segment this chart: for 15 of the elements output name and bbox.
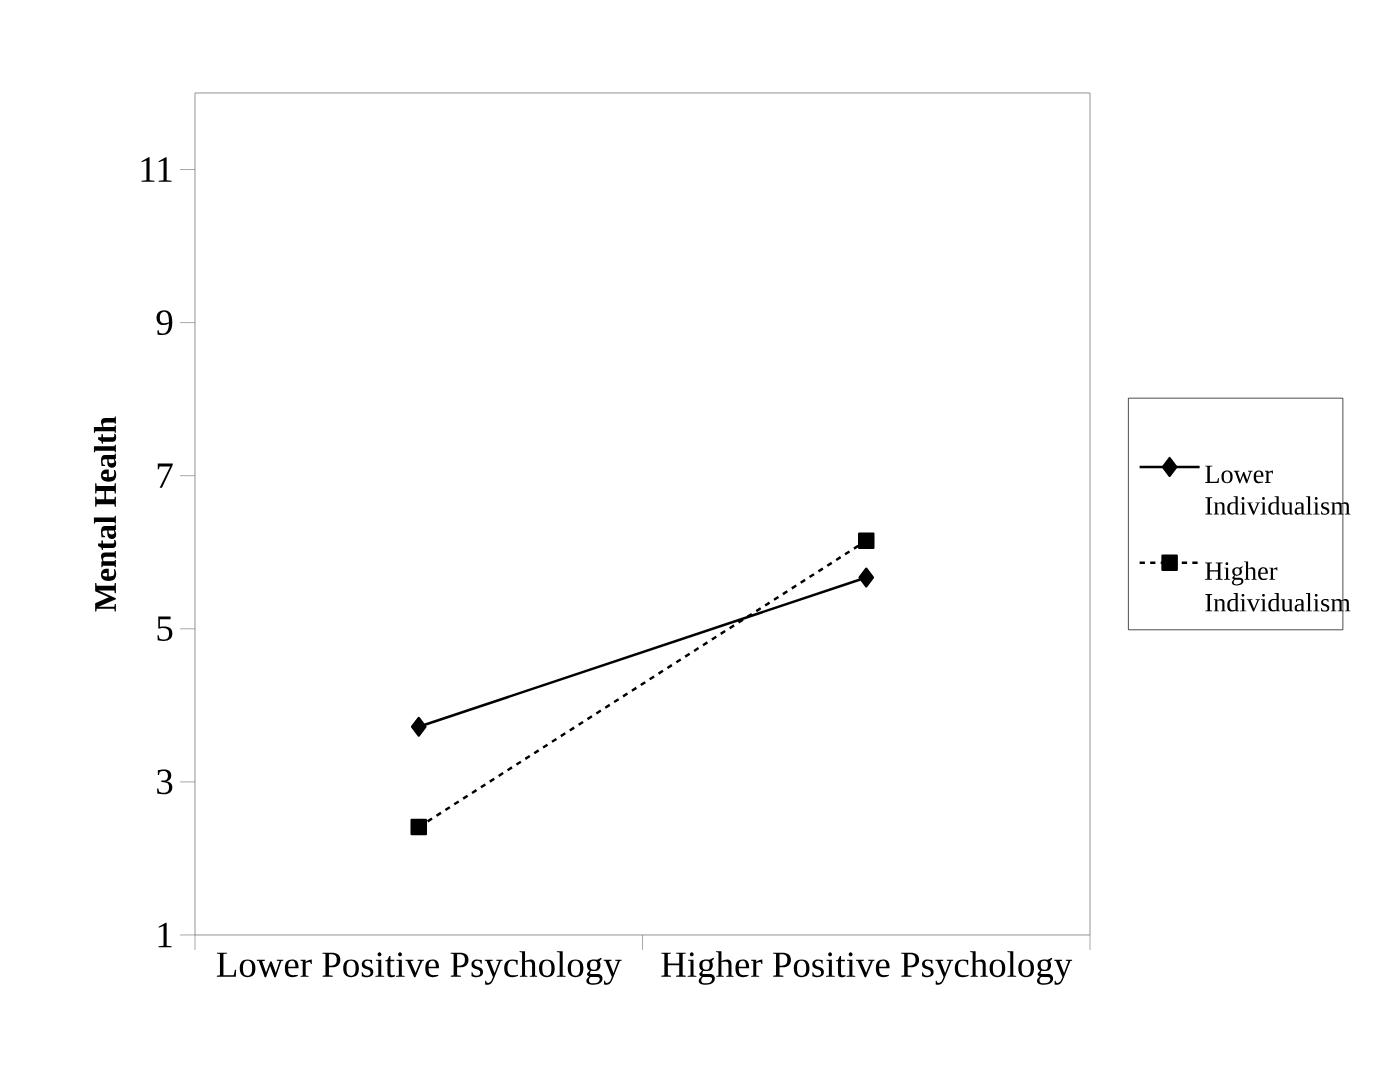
y-tick-label: 1	[158, 922, 172, 948]
point	[410, 716, 427, 737]
y-tick-label: 5	[157, 616, 173, 642]
point	[858, 567, 875, 588]
y-tick-label: 9	[156, 310, 173, 336]
x-tick-label: Higher Positive Psychology	[661, 951, 1073, 985]
y-axis-title: Mental Health	[93, 416, 117, 612]
y-tick-label: 3	[157, 769, 173, 795]
point	[858, 532, 875, 550]
y-tick-label: 7	[157, 463, 173, 488]
point	[410, 818, 428, 836]
x-tick-label: Lower Positive Psychology	[216, 951, 622, 985]
legend-label: Higher Individualism	[1205, 561, 1351, 612]
y-tick-label: 11	[141, 157, 172, 182]
legend-label: Lower Individualism	[1205, 465, 1351, 515]
